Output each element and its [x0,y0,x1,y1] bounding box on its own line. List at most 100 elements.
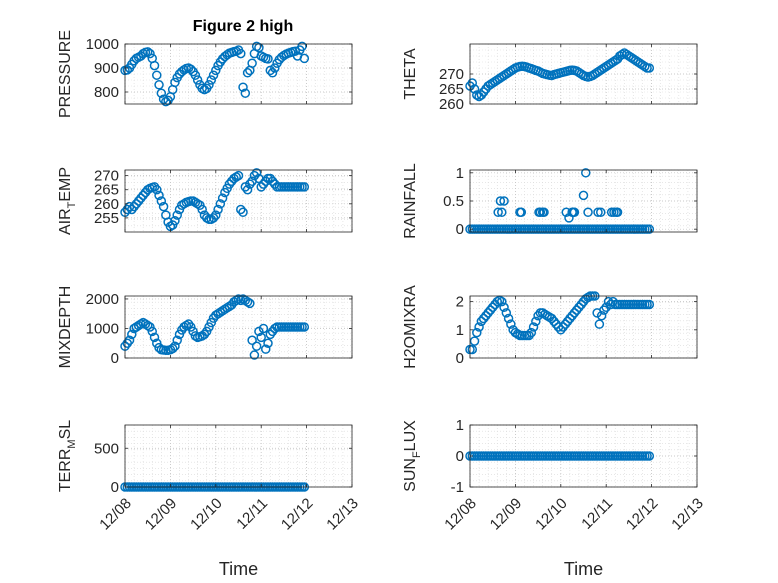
data-point [170,77,180,88]
data-point [238,207,248,218]
data-point [256,182,266,192]
series-air-temp [120,168,310,232]
data-point [206,317,217,328]
series-theta [465,48,655,102]
data-point [567,310,577,321]
data-point [260,344,271,354]
data-point [154,80,164,90]
data-point [245,179,255,189]
data-point [265,65,276,76]
data-point [156,88,167,98]
data-point [236,295,246,306]
data-point [297,41,307,52]
data-point [596,310,607,321]
y-tick-label: 0 [456,350,464,367]
data-point [574,302,584,313]
data-point [217,193,228,203]
data-point [569,207,580,218]
data-point [299,182,310,192]
y-axis-label: MIXDEPTH [57,286,74,369]
subplot-mixdepth: 0 1000 2000 MIXDEPTH [57,286,353,369]
data-point [197,204,207,215]
data-point [493,207,503,218]
data-point [612,207,623,218]
y-tick-label: 1 [456,322,464,339]
data-point [172,210,182,220]
axes-box [124,43,353,105]
y-tick-label: 1 [456,165,464,182]
data-point [167,343,178,354]
data-point [501,308,512,318]
data-point [487,302,498,313]
y-tick-label: -1 [451,479,464,496]
data-point [524,330,534,341]
data-point [499,302,509,313]
y-tick-label: 265 [94,182,119,199]
data-point [129,201,139,212]
data-point [242,68,253,78]
data-point [481,310,491,321]
data-point [578,190,589,201]
y-tick-label: 0 [111,350,119,367]
data-point [267,176,278,187]
data-point [238,82,248,92]
data-point [172,335,182,346]
data-point [149,332,160,343]
data-point [204,322,214,332]
data-point [569,308,580,318]
data-point [506,319,516,329]
data-point [617,49,627,60]
data-point [290,46,300,56]
subplot-pressure: 800 900 1000 PRESSURE [57,30,353,118]
data-point [201,326,212,337]
series-sun-flux [465,451,655,461]
data-point [247,335,257,346]
data-point [549,316,559,327]
data-point [206,75,217,85]
subplot-h2omixra: 0 1 2 H2OMIXRA [402,285,698,369]
series-pressure [120,41,310,107]
data-point [149,182,160,192]
data-point [605,299,616,310]
data-point [211,65,221,76]
y-axis-label: RAINFALL [402,163,419,239]
data-point [186,322,196,332]
y-tick-label: 800 [94,84,119,101]
data-point [131,199,142,209]
data-point [213,204,223,215]
y-tick-label: 260 [94,196,119,213]
series-mixdepth [120,294,310,360]
y-tick-label: 500 [94,440,119,457]
y-axis-label: AIRTEMP [57,167,78,235]
data-point [136,193,146,203]
data-point [539,207,549,218]
data-point [233,170,244,181]
y-axis-label: SUNFLUX [402,420,423,492]
data-point [644,224,655,234]
data-point [251,341,262,351]
data-point [472,327,482,338]
data-point [467,344,478,355]
data-point [149,60,160,71]
data-point [204,80,214,90]
series-h2omixra [465,291,655,355]
axes-box [469,295,698,359]
axes-box [124,169,353,233]
data-point [640,61,650,72]
data-point [497,296,507,307]
axes-box [124,295,353,359]
data-point [231,295,241,306]
data-point [145,48,155,59]
data-point [190,331,201,341]
data-point [483,308,493,318]
data-point [186,64,196,74]
data-point [528,322,539,332]
subplot-rainfall: 0 0.5 1 RAINFALL [402,163,698,239]
data-point [122,65,133,75]
data-point [299,53,310,64]
data-point [136,319,146,329]
y-tick-label: 1000 [86,36,119,53]
figure-title: Figure 2 high [193,18,293,35]
